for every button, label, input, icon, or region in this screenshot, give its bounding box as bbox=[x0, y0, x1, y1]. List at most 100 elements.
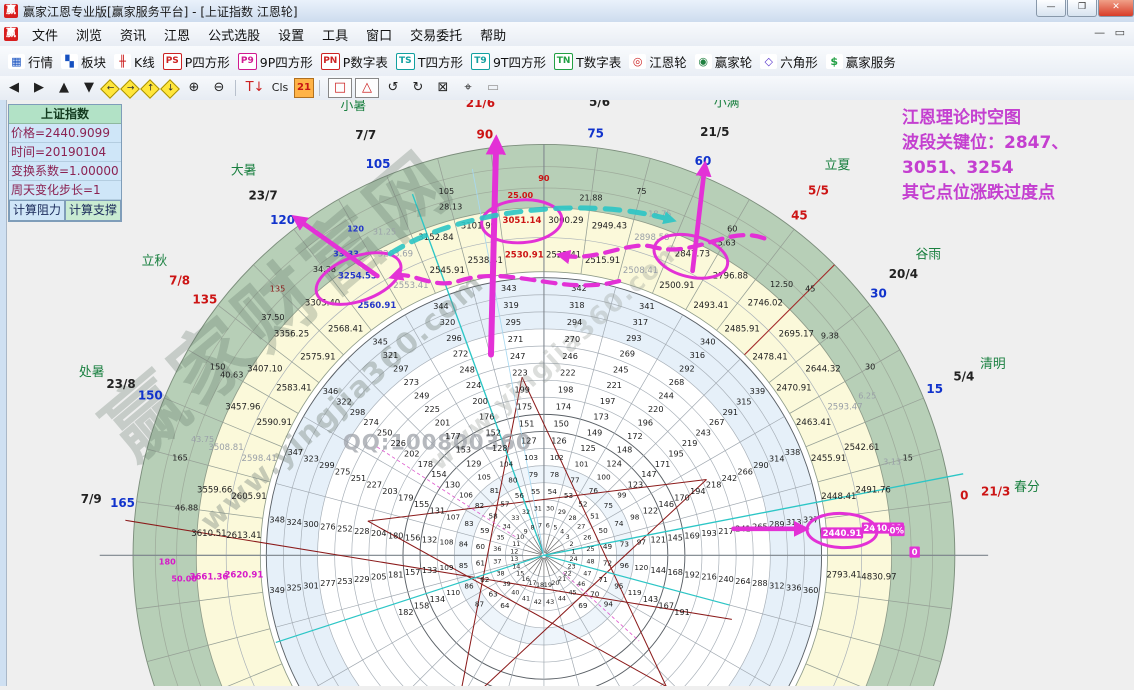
panel-button-support[interactable]: 计算支撑 bbox=[65, 200, 121, 221]
triangle-tool-icon[interactable]: △ bbox=[355, 78, 379, 98]
toolbar-button-winner-service[interactable]: $ 赢家服务 bbox=[825, 52, 896, 71]
svg-text:2949.43: 2949.43 bbox=[592, 222, 627, 232]
svg-text:172: 172 bbox=[627, 431, 642, 441]
svg-text:21/6: 21/6 bbox=[466, 100, 495, 110]
minimize-button[interactable]: — bbox=[1036, 0, 1066, 17]
arrow-right-icon[interactable]: ▶ bbox=[34, 80, 44, 95]
menu-item-5[interactable]: 设置 bbox=[278, 28, 305, 44]
p-square-icon: PS bbox=[162, 52, 182, 70]
toolbar-separator bbox=[235, 80, 236, 96]
toolbar-button-t-square[interactable]: TS T四方形 bbox=[395, 52, 463, 71]
toolbar-button-quotes[interactable]: ▦ 行情 bbox=[8, 52, 53, 71]
screen-icon[interactable]: ▭ bbox=[486, 80, 500, 95]
menu-item-4[interactable]: 公式选股 bbox=[208, 28, 261, 44]
svg-text:2530.91: 2530.91 bbox=[505, 251, 544, 261]
menu-item-0[interactable]: 文件 bbox=[32, 28, 59, 44]
svg-text:31.25: 31.25 bbox=[373, 226, 396, 236]
toolbar-button-sectors[interactable]: ▚ 板块 bbox=[61, 52, 106, 71]
svg-text:271: 271 bbox=[508, 334, 523, 344]
svg-text:47: 47 bbox=[583, 569, 591, 577]
menu-item-9[interactable]: 帮助 bbox=[480, 28, 507, 44]
svg-text:122: 122 bbox=[643, 506, 658, 516]
menu-item-8[interactable]: 交易委托 bbox=[410, 28, 463, 44]
svg-text:109: 109 bbox=[440, 563, 454, 572]
svg-text:104: 104 bbox=[499, 460, 513, 469]
svg-text:105: 105 bbox=[366, 157, 391, 171]
arrow-left-icon[interactable]: ◀ bbox=[9, 80, 19, 95]
svg-text:127: 127 bbox=[521, 435, 536, 445]
toolbar-button-p-square[interactable]: PS P四方形 bbox=[162, 52, 230, 71]
panel-button-resistance[interactable]: 计算阻力 bbox=[9, 200, 65, 221]
panel-row-1: 时间=20190104 bbox=[9, 143, 121, 162]
arrow-down-icon[interactable]: ▼ bbox=[84, 80, 94, 95]
arrow-up-icon[interactable]: ▲ bbox=[59, 80, 69, 95]
toolbar-button-p-number-table[interactable]: PN P数字表 bbox=[320, 52, 388, 71]
svg-text:37.50: 37.50 bbox=[261, 312, 284, 322]
svg-text:193: 193 bbox=[701, 528, 716, 538]
diamond-right-icon[interactable]: → bbox=[120, 79, 140, 99]
svg-text:165: 165 bbox=[172, 452, 187, 462]
mdi-window-controls[interactable]: — ▭ bbox=[1094, 26, 1128, 39]
toolbar-button-gann-wheel[interactable]: ◎ 江恩轮 bbox=[629, 52, 687, 71]
svg-text:立夏: 立夏 bbox=[825, 158, 851, 173]
svg-text:2598.41: 2598.41 bbox=[242, 454, 277, 464]
svg-text:71: 71 bbox=[599, 575, 608, 584]
svg-text:2644.32: 2644.32 bbox=[805, 364, 840, 374]
menu-item-1[interactable]: 浏览 bbox=[76, 28, 103, 44]
close-button[interactable]: ✕ bbox=[1098, 0, 1134, 17]
svg-text:129: 129 bbox=[466, 458, 481, 468]
menu-item-7[interactable]: 窗口 bbox=[366, 28, 393, 44]
toolbar-button-kline[interactable]: ╫ K线 bbox=[114, 52, 155, 71]
svg-text:25.00: 25.00 bbox=[508, 190, 534, 200]
svg-text:80: 80 bbox=[508, 475, 518, 484]
square-tool-icon[interactable]: □ bbox=[328, 78, 352, 98]
svg-text:275: 275 bbox=[335, 466, 350, 476]
menu-item-2[interactable]: 资讯 bbox=[120, 28, 147, 44]
svg-text:40.63: 40.63 bbox=[220, 370, 243, 380]
maximize-button[interactable]: ❒ bbox=[1067, 0, 1097, 17]
svg-text:46.88: 46.88 bbox=[175, 503, 198, 513]
gann-wheel-canvas[interactable]: 赢家财富网www.yingjia360.comwww.yingjia360.co… bbox=[0, 95, 1134, 690]
rotate-cw-icon[interactable]: ↻ bbox=[412, 80, 424, 95]
svg-text:25: 25 bbox=[586, 545, 594, 553]
9t-square-icon: T9 bbox=[470, 52, 490, 70]
t-axis-icon[interactable]: T↓ bbox=[245, 80, 265, 95]
svg-text:90: 90 bbox=[538, 173, 550, 183]
svg-text:81: 81 bbox=[490, 486, 499, 495]
svg-text:192: 192 bbox=[684, 569, 699, 579]
svg-text:72: 72 bbox=[603, 559, 612, 568]
toolbar-button-9t-square[interactable]: T9 9T四方形 bbox=[470, 52, 546, 71]
calendar-icon[interactable]: 21 bbox=[294, 78, 314, 98]
menu-item-6[interactable]: 工具 bbox=[322, 28, 349, 44]
svg-text:316: 316 bbox=[690, 350, 705, 360]
toolbar-button-9p-square[interactable]: P9 9P四方形 bbox=[237, 52, 313, 71]
toolbar-button-hexagon[interactable]: ◇ 六角形 bbox=[760, 52, 818, 71]
svg-text:82: 82 bbox=[475, 501, 484, 510]
diamond-down-icon[interactable]: ↓ bbox=[160, 79, 180, 99]
center-target-icon[interactable]: ⌖ bbox=[464, 80, 472, 95]
menu-item-3[interactable]: 江恩 bbox=[164, 28, 191, 44]
p-square-label: P四方形 bbox=[184, 54, 230, 70]
cls-button[interactable]: Cls bbox=[271, 81, 289, 94]
box-x-icon[interactable]: ⊠ bbox=[437, 80, 449, 95]
svg-text:179: 179 bbox=[398, 493, 413, 503]
diamond-up-icon[interactable]: ↑ bbox=[140, 79, 160, 99]
svg-text:123: 123 bbox=[628, 480, 643, 490]
toolbar-button-winner-wheel[interactable]: ◉ 赢家轮 bbox=[694, 52, 752, 71]
kline-label: K线 bbox=[134, 54, 155, 70]
svg-text:97: 97 bbox=[637, 537, 646, 546]
svg-text:34: 34 bbox=[503, 523, 511, 531]
toolbar-button-t-number-table[interactable]: TN T数字表 bbox=[554, 52, 621, 71]
svg-text:105: 105 bbox=[477, 472, 491, 481]
svg-text:4830.97: 4830.97 bbox=[861, 573, 896, 583]
svg-text:28: 28 bbox=[568, 514, 576, 522]
zoom-in-icon[interactable]: ⊕ bbox=[188, 80, 200, 95]
svg-text:203: 203 bbox=[382, 486, 397, 496]
zoom-out-icon[interactable]: ⊖ bbox=[213, 80, 225, 95]
svg-text:21: 21 bbox=[558, 575, 566, 583]
svg-text:3457.96: 3457.96 bbox=[225, 402, 260, 412]
diamond-left-icon[interactable]: ← bbox=[100, 79, 120, 99]
svg-text:3661.36: 3661.36 bbox=[190, 573, 229, 583]
rotate-ccw-icon[interactable]: ↺ bbox=[387, 80, 399, 95]
svg-text:95: 95 bbox=[614, 581, 623, 590]
